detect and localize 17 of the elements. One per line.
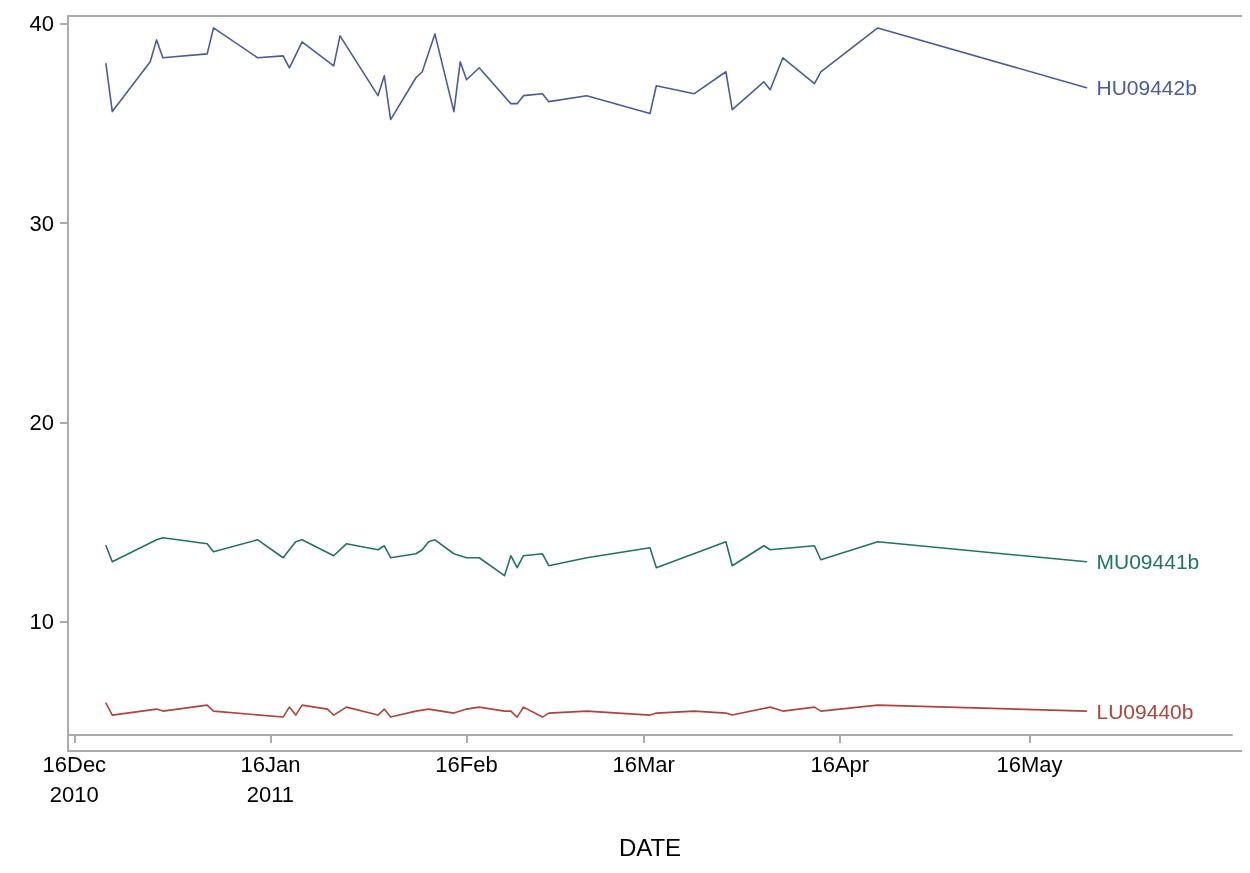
x-tick-label: 16Jan 2011 — [240, 751, 301, 807]
y-tick-label: 30 — [29, 210, 54, 236]
x-tick-label: 16May — [996, 751, 1063, 777]
line-series — [105, 27, 1088, 121]
line-series — [105, 702, 1088, 718]
x-tick-label: 16Feb — [435, 751, 498, 777]
series-label: HU09442b — [1096, 76, 1197, 100]
line-series — [105, 537, 1088, 577]
y-tick-label: 40 — [29, 11, 54, 37]
x-tick-label: 16Mar — [612, 751, 675, 777]
x-tick-label: 16Dec 2010 — [42, 751, 107, 807]
x-tick-label: 16Apr — [810, 751, 870, 777]
y-tick-label: 20 — [29, 409, 54, 435]
series-label: LU09440b — [1096, 699, 1194, 723]
y-tick-label: 10 — [29, 608, 54, 634]
x-axis-title: DATE — [618, 833, 682, 861]
series-label: MU09441b — [1096, 550, 1200, 574]
